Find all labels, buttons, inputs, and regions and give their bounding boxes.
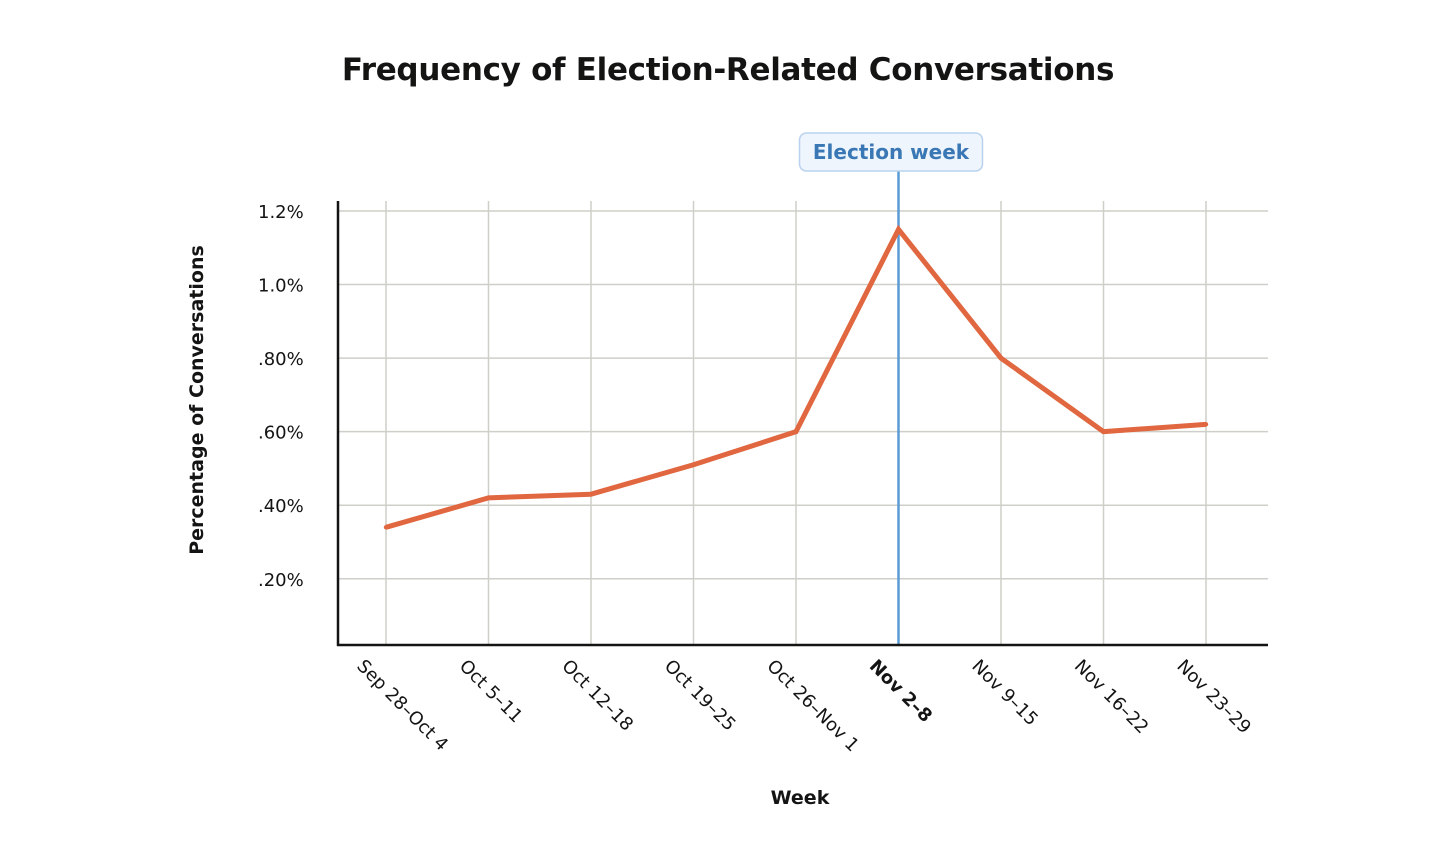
x-tick-label: Nov 9–15 [967,656,1041,730]
x-tick-label: Oct 5–11 [455,656,527,728]
y-tick-label: .80% [258,349,304,370]
data-point [691,462,696,467]
chart-title: Frequency of Election-Related Conversati… [341,52,1115,88]
election-week-label-box [798,132,984,172]
y-tick-label: .20% [258,570,304,591]
x-tick-label: Nov 16–22 [1070,656,1152,738]
y-tick-labels: .20% .40% .60% .80% 1.0% 1.2% [258,202,304,591]
y-tick-label: 1.2% [258,202,304,223]
axes [336,201,1268,647]
data-point [896,227,901,232]
x-tick-label: Oct 19–25 [660,656,740,736]
y-tick-label: .40% [258,496,304,517]
data-point [793,429,799,434]
election-week-label: Election week [813,140,970,164]
x-tick-label: Nov 23–29 [1172,656,1254,738]
y-tick-label: 1.0% [258,276,304,297]
y-tick-label: .60% [258,423,304,444]
horizontal-gridlines [338,210,1268,580]
data-point [383,525,389,530]
y-axis-label: Percentage of Conversations [186,245,208,555]
x-axis-label: Week [771,787,830,809]
data-point [1203,422,1209,427]
data-point [486,495,491,501]
election-week-annotation: Election week [798,132,984,645]
x-tick-label: Oct 26–Nov 1 [762,656,862,756]
data-point [588,492,594,497]
x-tick-label: Sep 28–Oct 4 [352,656,452,756]
x-tick-label: Nov 2–8 [865,656,936,727]
data-point [1101,429,1106,434]
data-point [998,355,1004,361]
series-layer [383,224,1209,530]
x-tick-label: Oct 12–18 [557,656,637,736]
x-tick-labels: Sep 28–Oct 4 Oct 5–11 Oct 12–18 Oct 19–25 Oc… [352,656,1254,756]
